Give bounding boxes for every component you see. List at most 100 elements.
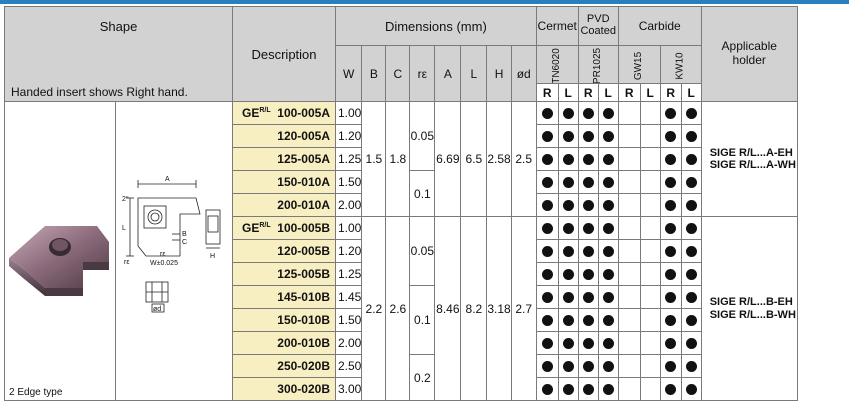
re-value: 0.2: [409, 354, 436, 401]
edge-type-label: 2 Edge type: [9, 387, 63, 398]
insert-photo-cell: 2 Edge type: [4, 101, 116, 401]
prefix-hand: R/L: [259, 222, 271, 229]
availability-dot: [665, 292, 677, 304]
re-value: 0.05: [409, 216, 436, 286]
top-rule: [0, 0, 849, 4]
availability-dot: [562, 154, 574, 166]
w-value: 1.20: [334, 124, 363, 148]
dot-cell: [535, 354, 559, 378]
availability-dot: [562, 223, 574, 235]
availability-dot: [562, 108, 574, 120]
dot-cell: [639, 377, 661, 401]
availability-dot: [665, 246, 677, 258]
availability-dot: [541, 384, 553, 396]
drawing-label-l: L: [122, 225, 126, 232]
code: 100-005A: [277, 106, 330, 120]
availability-dot: [541, 177, 553, 189]
dot-cell: [577, 285, 599, 309]
dot-cell: [617, 285, 641, 309]
dot-cell: [535, 101, 559, 125]
re-value: 0.05: [409, 101, 436, 171]
dot-cell: [557, 170, 579, 194]
w-value: 2.00: [334, 331, 363, 355]
w-value: 1.00: [334, 101, 363, 125]
drawing-label-c: C: [182, 239, 187, 246]
dot-cell: [680, 101, 702, 125]
availability-dot: [541, 108, 553, 120]
dot-cell: [535, 377, 559, 401]
rl-header: L: [557, 83, 579, 102]
dot-cell: [557, 239, 579, 263]
dot-cell: [535, 216, 559, 240]
drawing-label-a: A: [165, 176, 170, 183]
dot-cell: [597, 193, 619, 217]
insert-code: GER/L 100-005A: [232, 101, 336, 125]
w-value: 1.50: [334, 308, 363, 332]
drawing-label-re: rε: [124, 259, 129, 266]
dot-cell: [577, 170, 599, 194]
availability-dot: [602, 338, 614, 350]
availability-dot: [685, 200, 697, 212]
dot-cell: [597, 170, 619, 194]
dot-cell: [680, 239, 702, 263]
availability-dot: [582, 108, 594, 120]
dot-cell: [617, 354, 641, 378]
holder-b-line1: SIGE R/L...B-EH: [709, 296, 793, 309]
availability-dot: [665, 338, 677, 350]
availability-dot: [582, 361, 594, 373]
pvd-line2: Coated: [580, 25, 616, 37]
prefix: GE: [241, 106, 260, 120]
dot-cell: [577, 354, 599, 378]
availability-dot: [562, 315, 574, 327]
insert-code: GER/L 100-005B: [232, 216, 336, 240]
dot-cell: [680, 285, 702, 309]
table-row: 145-010B 1.45 0.1: [5, 285, 798, 355]
dot-cell: [639, 124, 661, 148]
prefix: GE: [241, 221, 260, 235]
availability-dot: [685, 108, 697, 120]
col-b: B: [361, 45, 387, 102]
dot-cell: [617, 101, 641, 125]
dot-cell: [577, 262, 599, 286]
dot-cell: [617, 239, 641, 263]
rl-header: L: [639, 83, 661, 102]
dot-cell: [597, 354, 619, 378]
dot-cell: [617, 193, 641, 217]
availability-dot: [602, 246, 614, 258]
b-value: 2.2: [361, 216, 387, 401]
dot-cell: [597, 331, 619, 355]
table-row: 120-005A 1.20: [5, 124, 798, 148]
availability-dot: [665, 200, 677, 212]
dot-cell: [617, 331, 641, 355]
table-row: 2 Edge type: [4, 101, 798, 401]
availability-dot: [541, 338, 553, 350]
dot-cell: [639, 101, 661, 125]
c-value: 1.8: [385, 101, 411, 217]
l-value: 8.2: [460, 216, 488, 401]
dot-cell: [597, 377, 619, 401]
dimensions-header: Dimensions (mm): [335, 6, 537, 46]
availability-dot: [582, 338, 594, 350]
w-value: 1.25: [334, 262, 363, 286]
dot-cell: [639, 285, 661, 309]
dot-cell: [659, 308, 682, 332]
dot-cell: [535, 170, 559, 194]
col-w: W: [334, 45, 363, 102]
w-value: 3.00: [334, 377, 363, 401]
holder-b: SIGE R/L...B-EH SIGE R/L...B-WH: [700, 216, 798, 401]
availability-dot: [562, 361, 574, 373]
grade-kw10-label: KW10: [674, 52, 686, 80]
availability-dot: [685, 269, 697, 281]
pvd-coated-header: PVD Coated: [577, 6, 619, 46]
table-row: 200-010B 2.00: [5, 331, 798, 355]
availability-dot: [582, 154, 594, 166]
availability-dot: [602, 131, 614, 143]
hand-note: Handed insert shows Right hand.: [4, 45, 233, 102]
availability-dot: [665, 361, 677, 373]
availability-dot: [602, 223, 614, 235]
insert-code: 145-010B: [232, 285, 336, 309]
dot-cell: [557, 147, 579, 171]
dot-cell: [639, 262, 661, 286]
availability-dot: [685, 131, 697, 143]
